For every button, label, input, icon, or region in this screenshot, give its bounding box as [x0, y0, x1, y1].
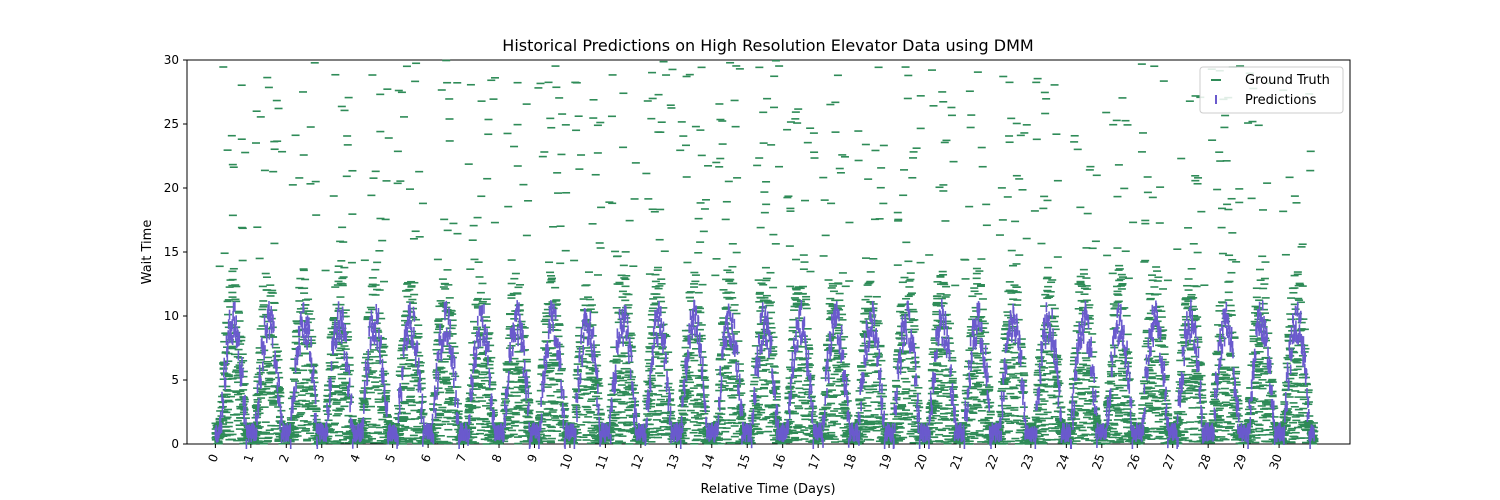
plot-frame	[186, 59, 1351, 445]
